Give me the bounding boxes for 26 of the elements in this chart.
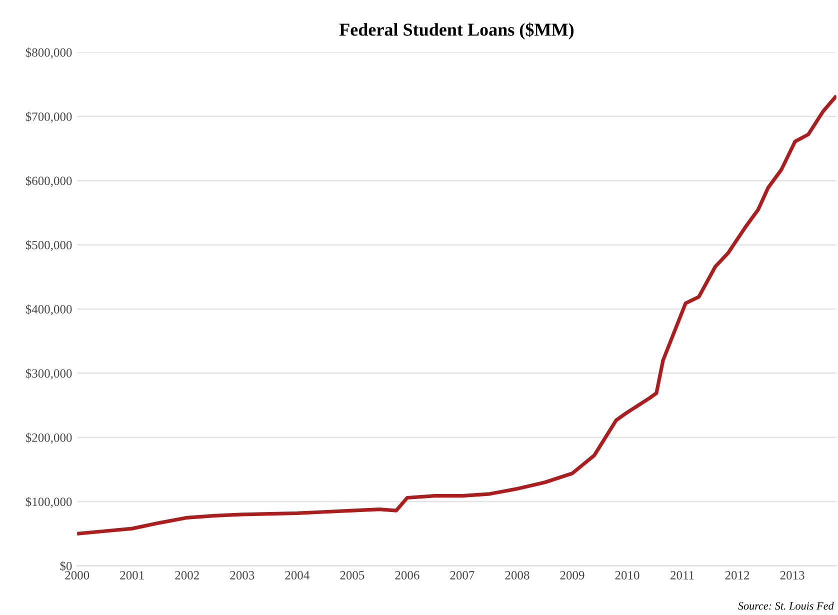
x-tick-label: 2003 xyxy=(230,571,254,580)
y-tick-label: $800,000 xyxy=(26,48,72,59)
y-tick-label: $300,000 xyxy=(26,368,72,380)
x-tick-label: 2004 xyxy=(285,571,310,580)
x-tick-label: 2001 xyxy=(120,571,144,580)
chart-title: Federal Student Loans ($MM) xyxy=(339,22,574,40)
x-tick-label: 2000 xyxy=(65,571,90,580)
y-tick-label: $0 xyxy=(60,561,72,572)
x-tick-label: 2006 xyxy=(395,571,420,580)
x-tick-label: 2013 xyxy=(780,571,804,580)
line-series xyxy=(77,95,836,536)
y-tick-label: $400,000 xyxy=(26,304,72,316)
source-note: Source: St. Louis Fed xyxy=(738,602,834,610)
y-tick-label: $100,000 xyxy=(26,496,72,508)
x-tick-label: 2009 xyxy=(560,571,584,580)
x-tick-label: 2002 xyxy=(175,571,199,580)
x-tick-label: 2007 xyxy=(450,571,474,580)
x-tick-label: 2005 xyxy=(340,571,364,580)
x-tick-label: 2008 xyxy=(505,571,530,580)
y-tick-label: $500,000 xyxy=(26,240,72,252)
x-tick-label: 2012 xyxy=(725,571,750,580)
y-tick-label: $700,000 xyxy=(26,112,72,123)
x-tick-label: 2011 xyxy=(670,571,694,580)
y-tick-label: $600,000 xyxy=(26,176,72,187)
y-tick-label: $200,000 xyxy=(26,432,72,444)
x-tick-label: 2010 xyxy=(615,571,640,580)
